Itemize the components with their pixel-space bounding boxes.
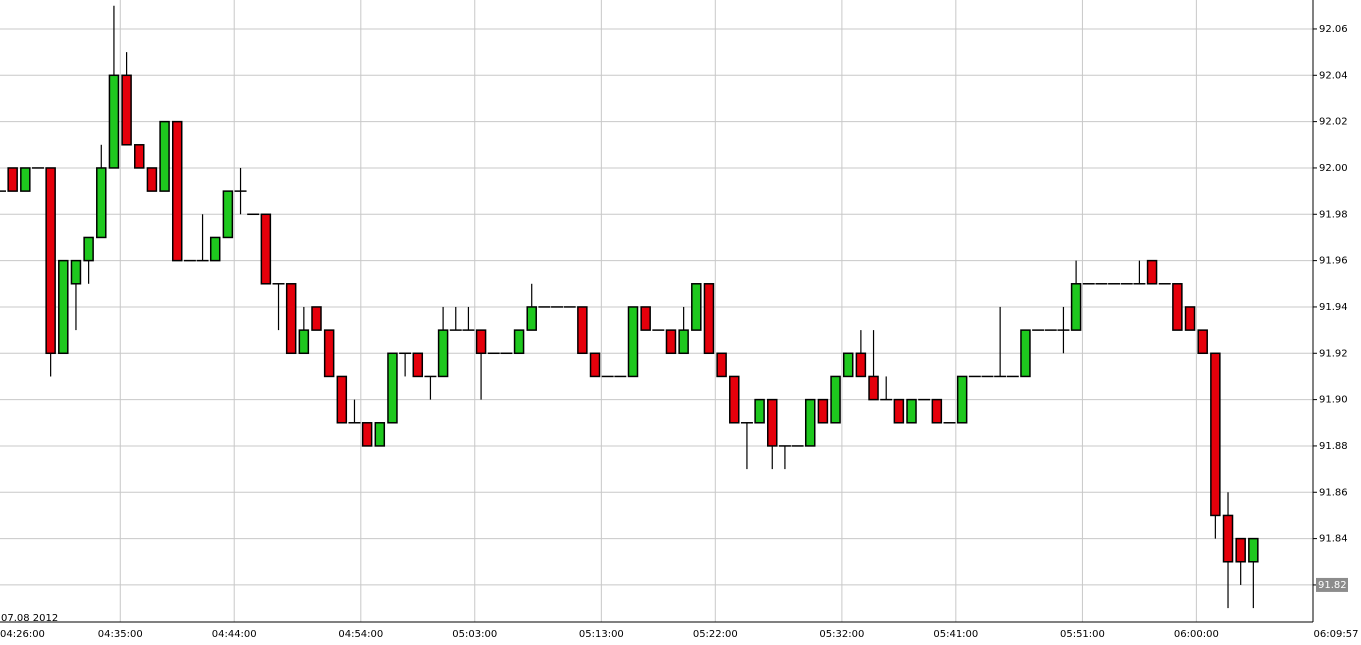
candle-body [387,352,398,424]
candle-body [906,398,917,424]
candle-body [817,398,829,424]
candle-body [20,167,31,192]
candle-body [209,236,221,262]
y-tick-label: 91.88 [1319,441,1348,452]
y-tick-label: 91.84 [1319,534,1348,545]
x-tick-label: 05:51:00 [1060,629,1105,640]
x-tick-label: 04:26:00 [0,629,45,640]
candle-body [855,352,867,378]
x-tick-label: 05:32:00 [819,629,864,640]
x-end-label: 06:09:57 [1314,629,1359,640]
candle-body [627,306,639,378]
candle-body [1235,537,1246,563]
candle-body [298,329,310,355]
candle-body [96,167,107,239]
y-tick-label: 91.86 [1319,487,1348,498]
x-tick-label: 06:00:00 [1174,629,1219,640]
candle-body [159,120,170,192]
x-tick-label: 04:44:00 [212,629,257,640]
candle-body [260,213,272,285]
candle-body [691,283,702,331]
candle-body [323,329,335,378]
candle-body [412,352,424,378]
price-marker: 91.82 [1318,580,1347,591]
x-tick-label: 04:54:00 [338,629,383,640]
candle-body [1172,283,1183,331]
candle-body [58,259,69,355]
y-tick-label: 91.98 [1319,209,1348,220]
candle-body [83,236,94,262]
y-tick-label: 92.02 [1319,117,1348,128]
candle-body [1020,329,1031,378]
price-marker-box [1316,577,1348,592]
candle-body [336,375,348,424]
candle-body [526,306,537,331]
candle-body [729,375,740,424]
candle-body [134,144,145,169]
candle-body [222,190,234,239]
candle-body [665,329,677,355]
candle-body [577,306,588,355]
y-tick-label: 92.06 [1319,24,1348,35]
candle-body [678,329,689,355]
candle-body [513,329,525,355]
candle-body [1210,352,1221,517]
x-tick-label: 05:13:00 [579,629,624,640]
candle-body [1248,537,1259,563]
candle-body [804,398,816,447]
y-tick-label: 91.94 [1319,302,1348,313]
candle-body [640,306,651,331]
candle-body [311,306,322,331]
candle-body [1197,329,1208,355]
candle-body [931,398,943,424]
candle-body [767,398,778,447]
candle-body [475,329,487,355]
date-label: 07.08 2012 [1,613,58,624]
candle-body [374,422,386,447]
y-tick-label: 91.90 [1319,395,1348,406]
candle-body [716,352,727,378]
x-tick-label: 05:22:00 [693,629,738,640]
candle-body [108,74,120,169]
candle-body [956,375,968,424]
candle-body [171,120,183,262]
candle-body [437,329,449,378]
candle-body [893,398,905,424]
candle-body [754,398,765,424]
candle-body [830,375,841,424]
candle-body [589,352,601,378]
y-tick-label: 91.96 [1319,256,1348,267]
candle-body [868,375,879,401]
candle-body [7,167,18,192]
candle-body [146,167,158,192]
x-tick-label: 05:41:00 [933,629,978,640]
candle-body [361,422,373,447]
x-tick-label: 05:03:00 [452,629,497,640]
candle-body [70,259,82,285]
x-tick-label: 04:35:00 [98,629,143,640]
candle-body [1070,283,1082,331]
candle-body [1222,514,1234,563]
candle-body [1184,306,1196,331]
y-tick-label: 91.92 [1319,348,1348,359]
candle-body [121,74,132,146]
candle-body [703,283,715,355]
y-tick-label: 92.04 [1319,70,1348,81]
candle-body [1146,259,1158,285]
y-tick-label: 92.00 [1319,163,1348,174]
candle-body [842,352,854,378]
candle-body [285,283,297,355]
candle-body [45,167,56,355]
